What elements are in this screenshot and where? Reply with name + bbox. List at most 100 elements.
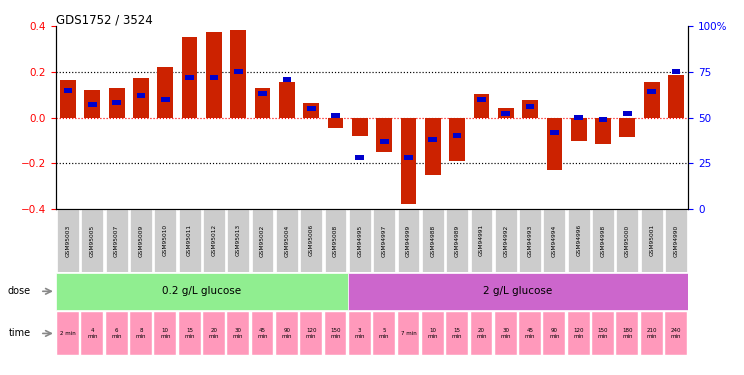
Text: GSM94991: GSM94991: [479, 224, 484, 256]
Text: 15
min: 15 min: [452, 328, 462, 339]
Text: GSM94999: GSM94999: [406, 224, 411, 256]
Bar: [231, 30, 246, 117]
Text: GSM95007: GSM95007: [114, 224, 119, 256]
FancyBboxPatch shape: [568, 209, 590, 272]
Text: 90
min: 90 min: [549, 328, 559, 339]
FancyBboxPatch shape: [57, 312, 79, 356]
Text: GSM94992: GSM94992: [503, 224, 508, 256]
Text: GSM95009: GSM95009: [138, 224, 144, 256]
Bar: [60, 80, 76, 117]
Bar: [88, 102, 97, 107]
Text: 45
min: 45 min: [525, 328, 536, 339]
Bar: [304, 103, 319, 117]
Bar: [234, 69, 243, 74]
Text: GSM95006: GSM95006: [309, 224, 314, 256]
Bar: [258, 91, 267, 96]
FancyBboxPatch shape: [347, 273, 688, 310]
Bar: [206, 32, 222, 117]
Bar: [283, 76, 291, 82]
FancyBboxPatch shape: [495, 209, 517, 272]
Bar: [644, 82, 660, 117]
FancyBboxPatch shape: [641, 209, 663, 272]
Bar: [161, 97, 170, 102]
Bar: [400, 117, 417, 204]
Text: GSM95008: GSM95008: [333, 224, 338, 256]
Bar: [380, 139, 388, 144]
Text: GSM94988: GSM94988: [430, 224, 435, 256]
Text: 150
min: 150 min: [598, 328, 609, 339]
FancyBboxPatch shape: [446, 312, 468, 356]
Text: 7 min: 7 min: [400, 331, 417, 336]
Bar: [182, 36, 197, 117]
FancyBboxPatch shape: [251, 312, 274, 356]
Bar: [477, 97, 486, 102]
Text: 120
min: 120 min: [574, 328, 584, 339]
Text: GSM94989: GSM94989: [455, 224, 460, 256]
FancyBboxPatch shape: [276, 209, 298, 272]
Bar: [453, 133, 461, 138]
Text: GSM94993: GSM94993: [527, 224, 533, 256]
Text: GSM94990: GSM94990: [673, 224, 679, 256]
Text: 10
min: 10 min: [428, 328, 438, 339]
FancyBboxPatch shape: [422, 312, 443, 356]
FancyBboxPatch shape: [543, 209, 565, 272]
Bar: [109, 88, 124, 117]
FancyBboxPatch shape: [179, 312, 201, 356]
Bar: [356, 155, 364, 160]
FancyBboxPatch shape: [665, 209, 687, 272]
FancyBboxPatch shape: [617, 209, 638, 272]
Text: 0.2 g/L glucose: 0.2 g/L glucose: [162, 286, 241, 296]
FancyBboxPatch shape: [251, 209, 274, 272]
FancyBboxPatch shape: [592, 312, 614, 356]
FancyBboxPatch shape: [397, 209, 420, 272]
FancyBboxPatch shape: [470, 209, 493, 272]
FancyBboxPatch shape: [203, 312, 225, 356]
FancyBboxPatch shape: [130, 209, 152, 272]
FancyBboxPatch shape: [397, 312, 420, 356]
FancyBboxPatch shape: [324, 209, 347, 272]
Bar: [210, 75, 218, 80]
Text: 150
min: 150 min: [330, 328, 341, 339]
Text: 120
min: 120 min: [306, 328, 316, 339]
FancyBboxPatch shape: [324, 312, 347, 356]
Bar: [425, 117, 440, 175]
FancyBboxPatch shape: [203, 209, 225, 272]
Text: GSM95011: GSM95011: [187, 224, 192, 256]
FancyBboxPatch shape: [349, 312, 371, 356]
Text: GSM95005: GSM95005: [90, 224, 94, 256]
Bar: [449, 117, 465, 161]
FancyBboxPatch shape: [301, 209, 322, 272]
Text: 6
min: 6 min: [112, 328, 122, 339]
Bar: [620, 117, 635, 137]
Bar: [526, 104, 534, 109]
FancyBboxPatch shape: [373, 209, 395, 272]
Bar: [498, 108, 513, 117]
Text: 8
min: 8 min: [135, 328, 146, 339]
FancyBboxPatch shape: [349, 209, 371, 272]
Bar: [331, 113, 340, 118]
FancyBboxPatch shape: [641, 312, 663, 356]
FancyBboxPatch shape: [81, 209, 103, 272]
Text: GSM94996: GSM94996: [577, 224, 581, 256]
FancyBboxPatch shape: [301, 312, 322, 356]
FancyBboxPatch shape: [665, 312, 687, 356]
FancyBboxPatch shape: [130, 312, 152, 356]
FancyBboxPatch shape: [470, 312, 493, 356]
FancyBboxPatch shape: [422, 209, 443, 272]
Text: time: time: [8, 328, 31, 338]
Bar: [571, 117, 587, 141]
Text: GSM95013: GSM95013: [236, 224, 241, 256]
Text: 30
min: 30 min: [233, 328, 243, 339]
Bar: [307, 106, 315, 111]
Text: 2 min: 2 min: [60, 331, 76, 336]
FancyBboxPatch shape: [227, 312, 249, 356]
Text: GSM94998: GSM94998: [600, 224, 606, 256]
Text: GSM95002: GSM95002: [260, 224, 265, 256]
Bar: [522, 100, 538, 117]
FancyBboxPatch shape: [56, 273, 347, 310]
FancyBboxPatch shape: [57, 209, 79, 272]
Bar: [133, 78, 149, 117]
Text: 2 g/L glucose: 2 g/L glucose: [484, 286, 553, 296]
FancyBboxPatch shape: [276, 312, 298, 356]
Bar: [64, 88, 72, 93]
